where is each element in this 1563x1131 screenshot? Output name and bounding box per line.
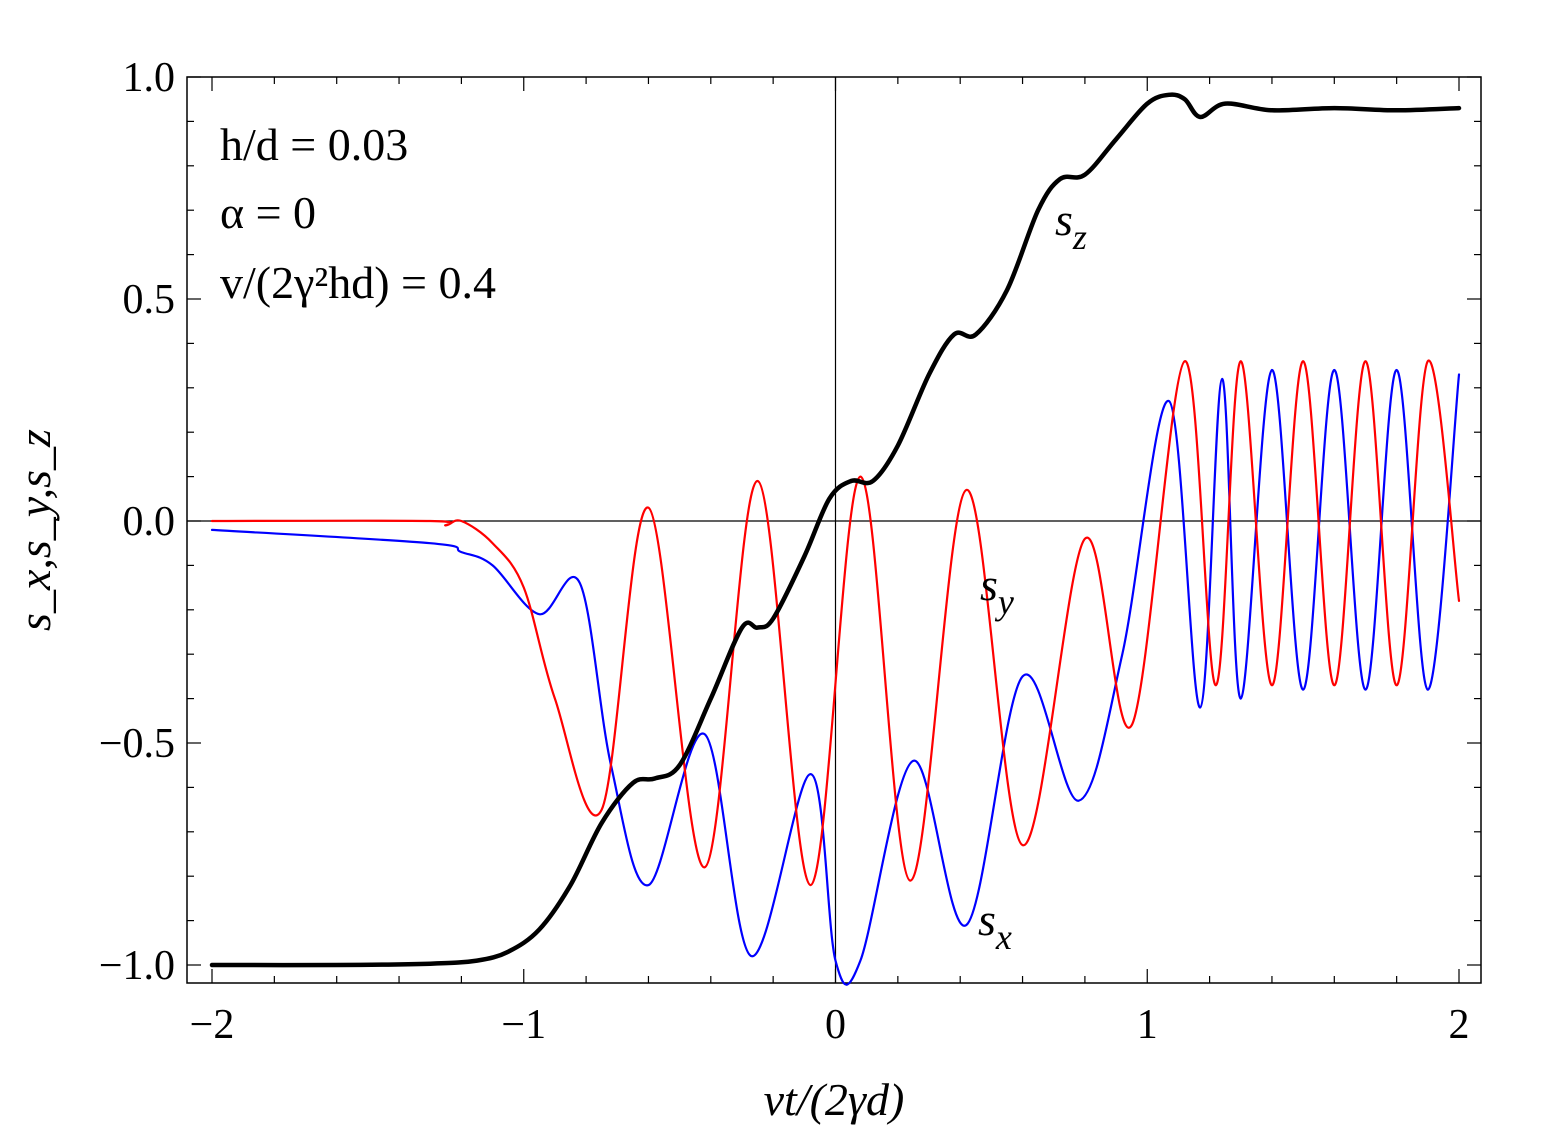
x-tick-label: 2 bbox=[1449, 1002, 1470, 1048]
x-tick-label: 0 bbox=[825, 1002, 846, 1048]
x-tick-labels: −2 −1 0 1 2 bbox=[190, 1002, 1470, 1048]
plot-frame bbox=[186, 76, 1482, 984]
annotation-velocity: v/(2γ²hd) = 0.4 bbox=[220, 257, 496, 308]
y-axis-title: s_x,s_y,s_z bbox=[9, 429, 60, 631]
y-tick-label: 0.5 bbox=[123, 277, 176, 323]
series-line-sy bbox=[210, 359, 1461, 887]
series-line-sx bbox=[210, 368, 1461, 986]
series-layer bbox=[209, 92, 1462, 986]
ticks bbox=[187, 76, 1481, 983]
annotation-alpha: α = 0 bbox=[220, 187, 316, 238]
y-tick-labels: −1.0 −0.5 0.0 0.5 1.0 bbox=[99, 55, 175, 989]
x-axis-title: vt/(2γd) bbox=[764, 1074, 905, 1125]
series-line-sz bbox=[209, 92, 1462, 968]
curve-label-sx: sx bbox=[978, 894, 1012, 957]
x-tick-label: 1 bbox=[1137, 1002, 1158, 1048]
y-tick-label: 0.0 bbox=[123, 499, 176, 545]
x-tick-label: −1 bbox=[501, 1002, 546, 1048]
curve-label-sy: sy bbox=[980, 559, 1014, 622]
annotation-h-over-d: h/d = 0.03 bbox=[220, 119, 408, 170]
x-tick-label: −2 bbox=[190, 1002, 235, 1048]
y-tick-label: −1.0 bbox=[99, 943, 175, 989]
curve-label-sz: sz bbox=[1055, 194, 1087, 257]
y-tick-label: 1.0 bbox=[123, 55, 176, 101]
y-tick-label: −0.5 bbox=[99, 721, 175, 767]
